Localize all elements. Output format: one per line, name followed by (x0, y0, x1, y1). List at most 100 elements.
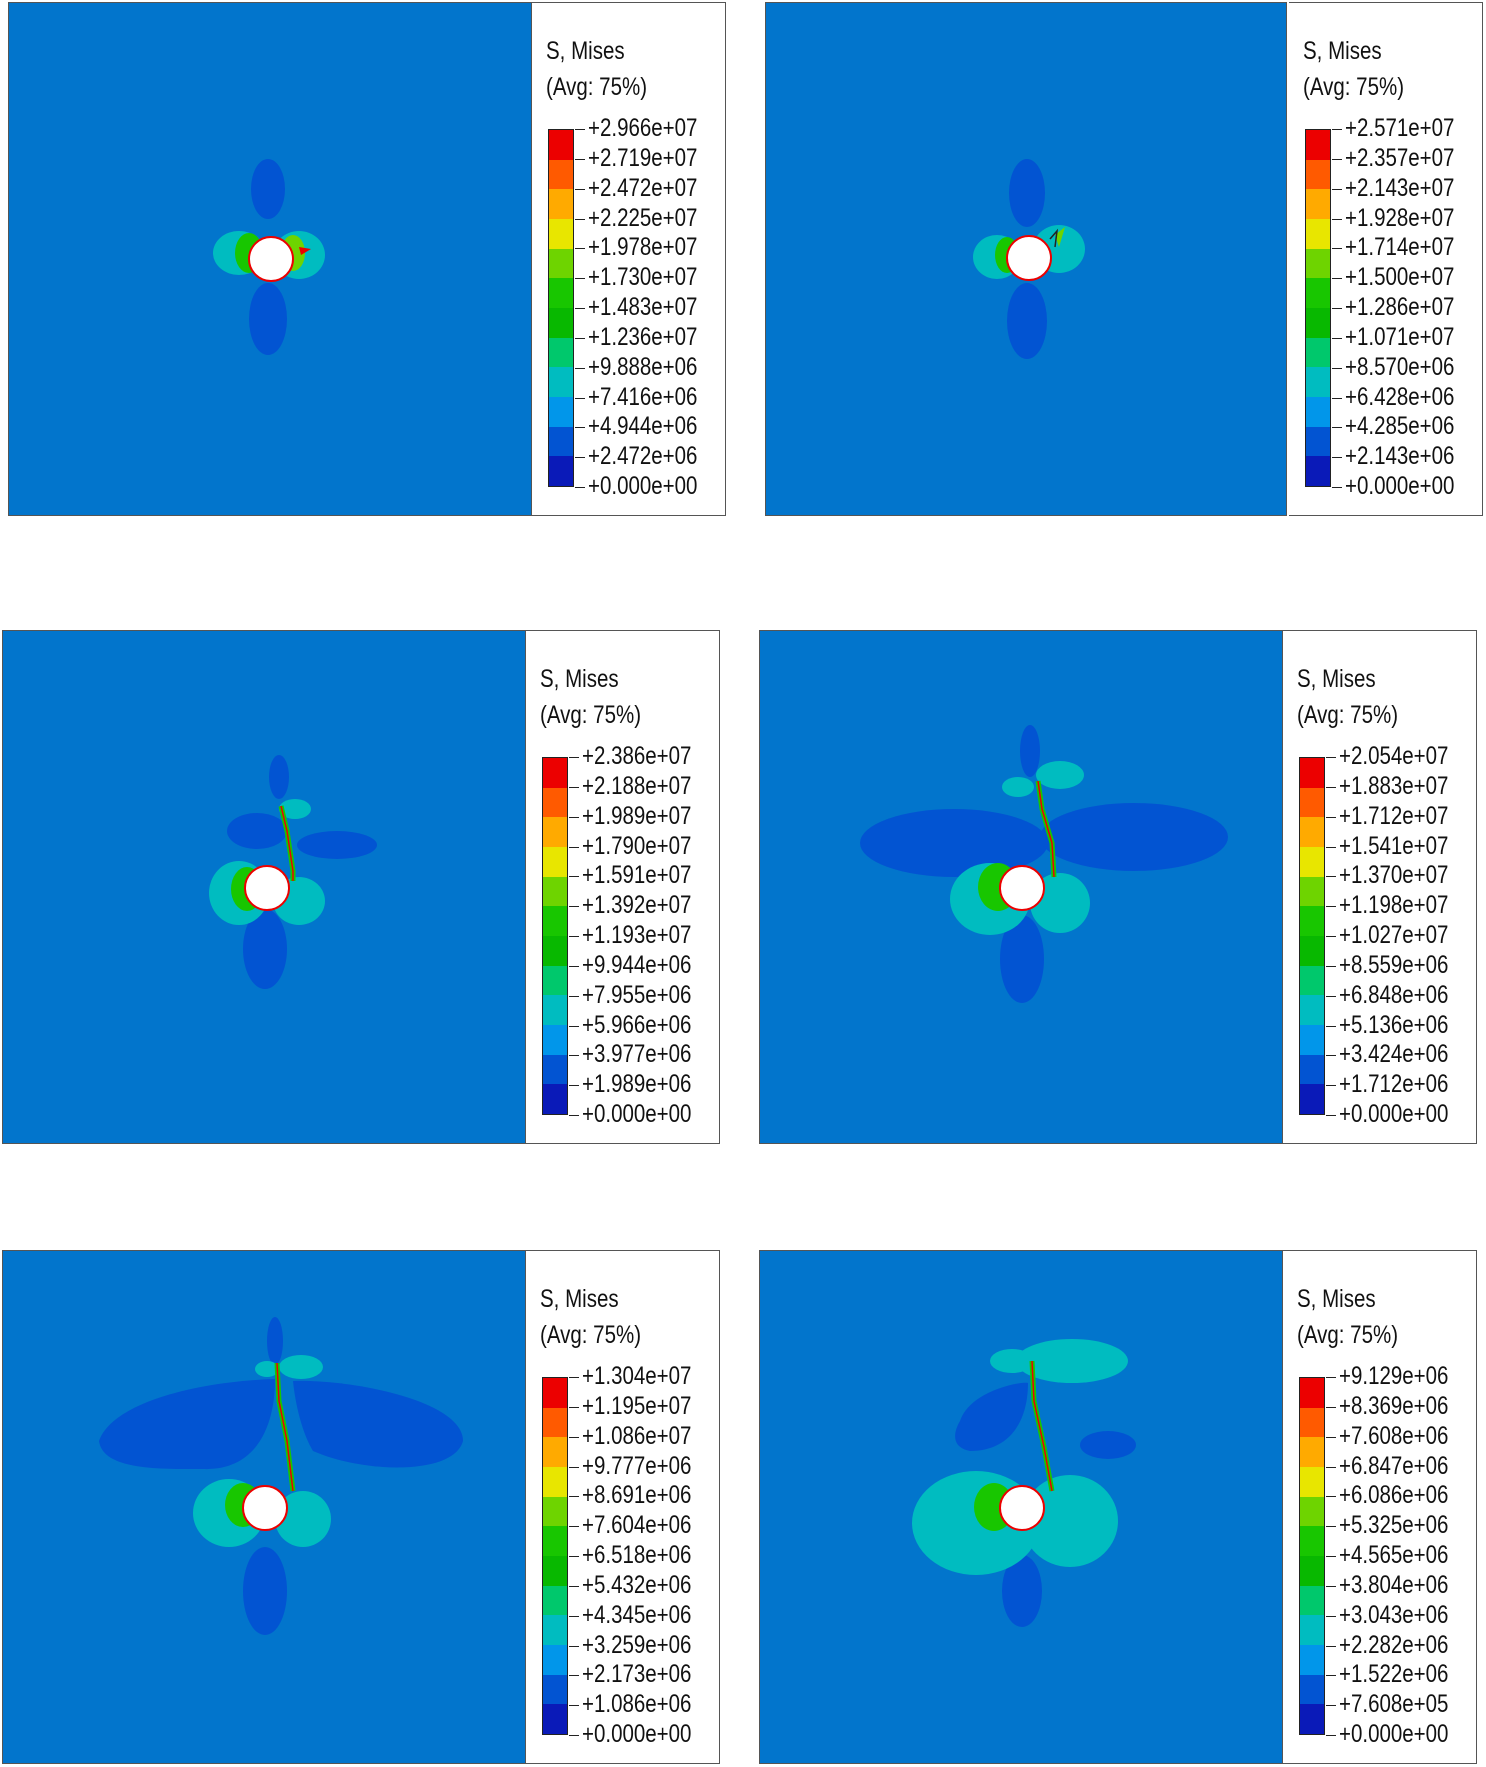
colorbar-tick-label: +4.944e+06 (588, 412, 698, 441)
colorbar-tick (1332, 158, 1342, 160)
colorbar-tick-label: +7.416e+06 (588, 382, 698, 411)
colorbar-tick (1326, 1735, 1336, 1736)
colorbar-tick (1332, 487, 1342, 488)
colorbar-tick-label: +1.370e+07 (1339, 861, 1449, 890)
colorbar-tick (1326, 1406, 1336, 1408)
colorbar-tick (1332, 457, 1342, 459)
colorbar-swatch (543, 876, 567, 907)
colorbar-tick-label: +0.000e+00 (1339, 1720, 1449, 1748)
colorbar-swatch (1306, 278, 1330, 309)
contour-panel-5: S, Mises (Avg: 75%) +1.304e+07 +1.195e+07… (2, 1250, 720, 1764)
colorbar-swatch (1300, 787, 1324, 818)
colorbar-swatch (549, 367, 573, 398)
colorbar-swatch (1300, 1674, 1324, 1705)
colorbar-swatch (1300, 1467, 1324, 1498)
colorbar-tick (575, 248, 585, 250)
colorbar-tick (1326, 757, 1336, 758)
colorbar-tick (569, 1025, 579, 1027)
colorbar-tick-label: +2.357e+07 (1345, 143, 1455, 172)
colorbar-swatch (549, 159, 573, 190)
colorbar-tick-label: +9.129e+06 (1339, 1362, 1449, 1390)
legend-2: S, Mises (Avg: 75%) +2.571e+07 +2.357e+07… (1289, 2, 1483, 516)
colorbar-tick (575, 278, 585, 280)
colorbar-tick (569, 1645, 579, 1647)
colorbar-tick (1332, 427, 1342, 429)
colorbar-tick (1332, 397, 1342, 399)
colorbar-swatch (1300, 906, 1324, 937)
legend-subtitle: (Avg: 75%) (1297, 701, 1399, 729)
colorbar-tick (1332, 278, 1342, 280)
contour-panel-1: S, Mises (Avg: 75%) +2.966e+07 +2.719e+07… (8, 2, 726, 516)
colorbar-tick (575, 427, 585, 429)
colorbar-tick-label: +1.195e+07 (582, 1391, 692, 1420)
colorbar-swatch (543, 1054, 567, 1085)
colorbar-tick-label: +1.712e+06 (1339, 1070, 1449, 1099)
colorbar-tick (569, 1585, 579, 1587)
colorbar-tick (569, 1085, 579, 1087)
colorbar-swatch (543, 1437, 567, 1468)
legend-3: S, Mises (Avg: 75%) +2.386e+07 +2.188e+07… (526, 630, 720, 1144)
colorbar-swatch (1300, 1025, 1324, 1056)
colorbar-tick (569, 1705, 579, 1707)
colorbar-tick (1326, 1526, 1336, 1528)
colorbar-tick (569, 1496, 579, 1498)
colorbar-swatch (543, 1674, 567, 1705)
colorbar-swatch (1300, 1407, 1324, 1438)
colorbar-tick (569, 995, 579, 997)
colorbar-tick-label: +2.282e+06 (1339, 1630, 1449, 1659)
colorbar-tick-label: +2.719e+07 (588, 143, 698, 172)
legend-title: S, Mises (1297, 665, 1376, 693)
colorbar-tick (1326, 1436, 1336, 1438)
colorbar-tick (1326, 1615, 1336, 1617)
colorbar-swatch (1300, 1556, 1324, 1587)
contour-panel-2: S, Mises (Avg: 75%) +2.571e+07 +2.357e+07… (765, 2, 1483, 516)
colorbar (542, 1377, 568, 1735)
colorbar-swatch (1300, 1526, 1324, 1557)
colorbar-tick-label: +8.691e+06 (582, 1481, 692, 1510)
colorbar-swatch (1306, 337, 1330, 368)
colorbar-swatch (1300, 758, 1324, 789)
colorbar-tick-label: +0.000e+00 (1339, 1100, 1449, 1128)
colorbar-tick (1332, 248, 1342, 250)
legend-title: S, Mises (546, 37, 625, 65)
colorbar-tick-label: +6.848e+06 (1339, 980, 1449, 1009)
colorbar-swatch (543, 1556, 567, 1587)
colorbar-tick (1326, 816, 1336, 818)
colorbar-tick (1326, 1645, 1336, 1647)
colorbar-tick (1326, 1496, 1336, 1498)
colorbar-swatch (1300, 847, 1324, 878)
legend-title: S, Mises (540, 1285, 619, 1313)
colorbar-tick-label: +3.259e+06 (582, 1630, 692, 1659)
colorbar-swatch (549, 397, 573, 428)
colorbar-tick-label: +2.571e+07 (1345, 114, 1455, 142)
legend-5: S, Mises (Avg: 75%) +1.304e+07 +1.195e+07… (526, 1250, 720, 1764)
colorbar-tick (569, 1377, 579, 1378)
colorbar-tick-label: +7.608e+06 (1339, 1421, 1449, 1450)
colorbar-swatch (1300, 1054, 1324, 1085)
colorbar-swatch (1306, 219, 1330, 250)
colorbar-tick (569, 1526, 579, 1528)
colorbar-tick-label: +4.285e+06 (1345, 412, 1455, 441)
colorbar-tick (1326, 1585, 1336, 1587)
colorbar-tick (575, 457, 585, 459)
colorbar-swatch (543, 1467, 567, 1498)
stress-contour-plot-6 (759, 1250, 1283, 1764)
colorbar-tick (1326, 1085, 1336, 1087)
colorbar (1305, 129, 1331, 487)
colorbar-swatch (1306, 367, 1330, 398)
colorbar-tick-label: +1.071e+07 (1345, 322, 1455, 351)
colorbar-tick (1326, 1377, 1336, 1378)
colorbar-swatch (543, 817, 567, 848)
colorbar-tick-label: +5.136e+06 (1339, 1010, 1449, 1039)
colorbar-tick (569, 786, 579, 788)
contour-panel-3: S, Mises (Avg: 75%) +2.386e+07 +2.188e+07… (2, 630, 720, 1144)
legend-title: S, Mises (1303, 37, 1382, 65)
contour-panel-4: S, Mises (Avg: 75%) +2.054e+07 +1.883e+07… (759, 630, 1477, 1144)
colorbar-tick-label: +1.027e+07 (1339, 921, 1449, 949)
colorbar-tick (1326, 846, 1336, 848)
colorbar-tick-label: +1.198e+07 (1339, 891, 1449, 920)
colorbar-swatch (549, 219, 573, 250)
colorbar-tick (569, 1406, 579, 1408)
colorbar-tick (1326, 1705, 1336, 1707)
legend-title: S, Mises (540, 665, 619, 693)
